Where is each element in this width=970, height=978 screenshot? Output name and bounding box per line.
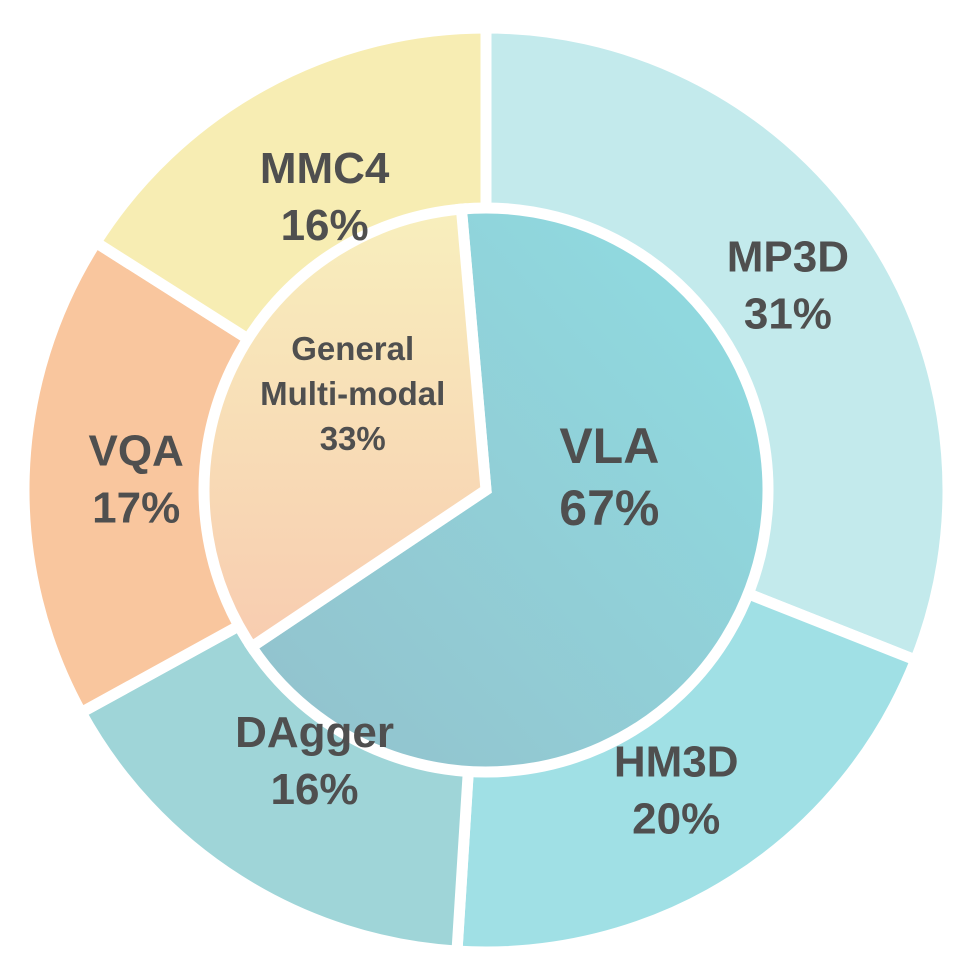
inner-percent-general-multi-modal: 33% xyxy=(320,420,386,457)
inner-percent-vla: 67% xyxy=(559,480,659,536)
outer-label-mp3d: MP3D xyxy=(727,232,849,281)
outer-percent-vqa: 17% xyxy=(92,484,180,533)
outer-label-dagger: DAgger xyxy=(235,708,394,757)
outer-percent-mmc4: 16% xyxy=(281,201,369,250)
outer-label-vqa: VQA xyxy=(88,427,183,476)
outer-percent-mp3d: 31% xyxy=(744,289,832,338)
inner-slice-general-multi-modal xyxy=(198,203,492,655)
slice-labels: MP3D 31% HM3D 20% DAgger 16% VQA 17% MMC4 16% VLA 6… xyxy=(88,144,849,843)
inner-slice-vla xyxy=(244,202,774,778)
outer-percent-hm3d: 20% xyxy=(632,794,720,843)
outer-label-mmc4: MMC4 xyxy=(260,144,390,193)
inner-label-line2-general-multi-modal: Multi-modal xyxy=(260,375,445,412)
inner-label-vla: VLA xyxy=(559,418,659,474)
outer-label-hm3d: HM3D xyxy=(614,737,739,786)
outer-percent-dagger: 16% xyxy=(270,765,358,814)
inner-ring xyxy=(198,202,774,778)
inner-label-line1-general-multi-modal: General xyxy=(291,330,414,367)
